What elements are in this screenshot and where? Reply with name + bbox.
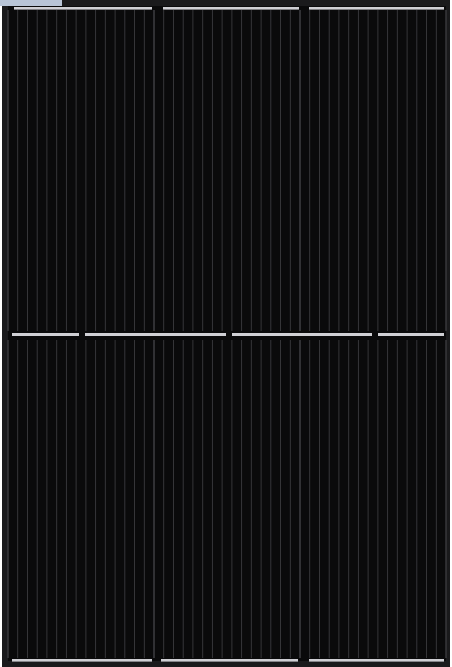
middle-busbar [85, 333, 226, 336]
top-edge-busbar [309, 7, 444, 10]
panel-cell-area [8, 6, 446, 661]
top-edge-busbar [14, 7, 152, 10]
panel-bottom-half [7, 340, 447, 658]
bottom-edge-busbar [12, 659, 152, 662]
middle-busbar [232, 333, 372, 336]
bottom-edge-busbar [161, 659, 298, 662]
middle-busbar [378, 333, 444, 336]
panel-busbars [12, 7, 444, 662]
bottom-edge-busbar [309, 659, 444, 662]
panel-top-half [7, 10, 447, 331]
top-edge-busbar [163, 7, 299, 10]
middle-busbar [12, 333, 79, 336]
corner-highlight [0, 0, 62, 6]
